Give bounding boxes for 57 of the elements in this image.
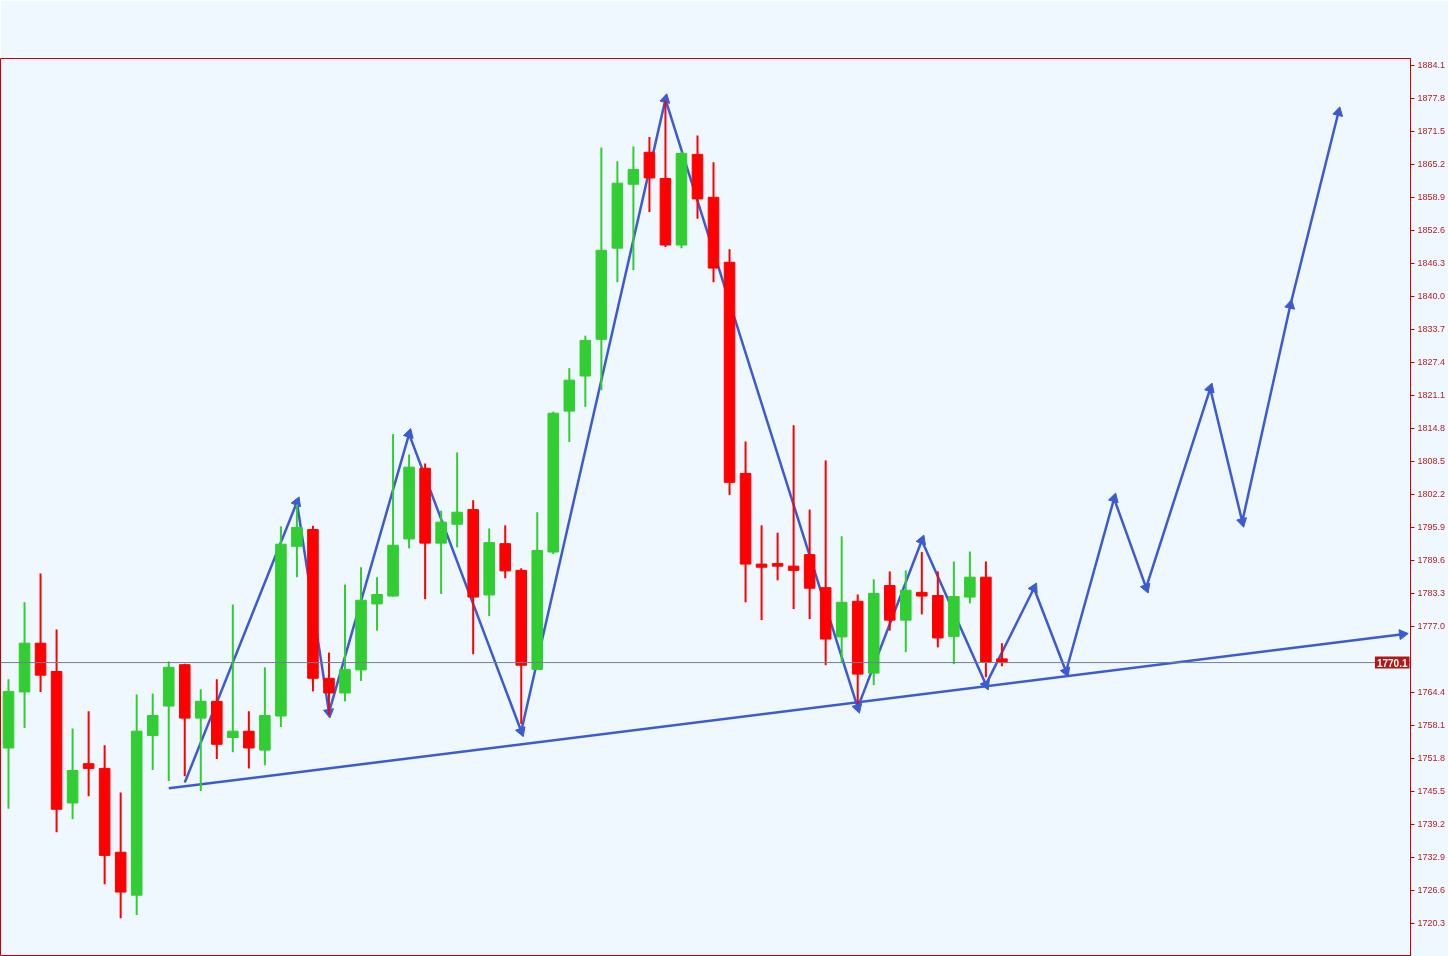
ref-line-label: 1770.1 [1376, 657, 1408, 669]
y-tick-label: 1846.3 [1417, 258, 1446, 269]
y-tick-label: 1726.6 [1417, 885, 1446, 896]
candlestick [771, 531, 784, 582]
y-tick-label: 1764.4 [1417, 687, 1446, 698]
candlestick [755, 524, 768, 622]
candlestick [227, 603, 239, 754]
y-tick-label: 1865.2 [1417, 159, 1446, 170]
y-tick-label: 1884.1 [1417, 60, 1446, 71]
point [1027, 582, 1038, 594]
y-tick-label: 1852.6 [1417, 225, 1446, 236]
y-tick-label: 1858.9 [1417, 192, 1446, 203]
candlestick [435, 509, 447, 595]
point [1204, 382, 1215, 394]
y-tick-label: 1758.1 [1417, 720, 1446, 731]
point [1139, 582, 1151, 594]
y-tick-label: 1827.4 [1417, 357, 1446, 368]
y-tick-label: 1739.2 [1417, 819, 1446, 830]
y-tick-label: 1789.6 [1417, 555, 1446, 566]
point [1236, 517, 1247, 528]
y-tick-label: 1821.1 [1417, 390, 1446, 401]
candlestick [146, 692, 159, 771]
y-tick-label: 1795.9 [1417, 522, 1446, 533]
y-tick-label: 1814.8 [1417, 423, 1446, 434]
y-tick-label: 1802.2 [1417, 489, 1446, 500]
point [1107, 492, 1119, 504]
candlestick [627, 145, 640, 272]
y-tick-label: 1745.5 [1417, 786, 1446, 797]
y-tick-label: 1877.8 [1417, 93, 1446, 104]
candlestick [82, 710, 95, 798]
y-tick-label: 1808.5 [1417, 456, 1446, 467]
y-tick-label: 1783.3 [1417, 588, 1446, 599]
point [1332, 106, 1344, 117]
candlestick [787, 424, 800, 611]
y-tick-label: 1840.0 [1417, 291, 1446, 302]
y-tick-label: 1732.9 [1417, 852, 1446, 863]
candlestick [195, 688, 207, 792]
candlestick [371, 576, 383, 632]
point [915, 534, 926, 546]
candlestick [916, 551, 928, 616]
y-tick-label: 1833.7 [1417, 324, 1446, 335]
candlestick [243, 710, 255, 770]
candlestick [339, 583, 351, 703]
y-tick-label: 1751.8 [1417, 753, 1446, 764]
y-tick-label: 1720.3 [1417, 918, 1446, 929]
candlestick [323, 651, 335, 716]
point [1284, 299, 1296, 310]
point [515, 726, 526, 738]
point [1059, 666, 1071, 678]
point [290, 496, 301, 508]
point [659, 93, 671, 104]
point [851, 702, 863, 714]
candlestick [964, 550, 976, 605]
y-tick-label: 1777.0 [1417, 621, 1446, 632]
point [402, 428, 414, 439]
y-tick-label: 1871.5 [1417, 126, 1446, 137]
candlestick [451, 451, 463, 549]
